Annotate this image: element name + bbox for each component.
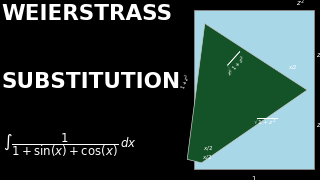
Text: $z$: $z$ <box>316 51 320 58</box>
Text: $z$: $z$ <box>316 121 320 129</box>
Text: $1$: $1$ <box>251 174 257 180</box>
Text: $x/2$: $x/2$ <box>202 153 212 161</box>
Text: $x/2$: $x/2$ <box>288 63 298 71</box>
Text: $z\sqrt{1+z^2}$: $z\sqrt{1+z^2}$ <box>222 50 249 78</box>
Text: $z^2$: $z^2$ <box>296 0 305 9</box>
Polygon shape <box>187 23 307 163</box>
Text: WEIERSTRASS: WEIERSTRASS <box>2 4 173 24</box>
Text: $x/2$: $x/2$ <box>203 145 213 152</box>
Text: $\sqrt{1+z^2}$: $\sqrt{1+z^2}$ <box>253 116 278 127</box>
Text: $1+z^2$: $1+z^2$ <box>178 72 193 91</box>
Text: $\int \dfrac{1}{1 + \sin(x) + \cos(x)}\,dx$: $\int \dfrac{1}{1 + \sin(x) + \cos(x)}\,… <box>3 131 137 159</box>
Bar <box>194 10 314 169</box>
Text: SUBSTITUTION: SUBSTITUTION <box>2 72 181 92</box>
